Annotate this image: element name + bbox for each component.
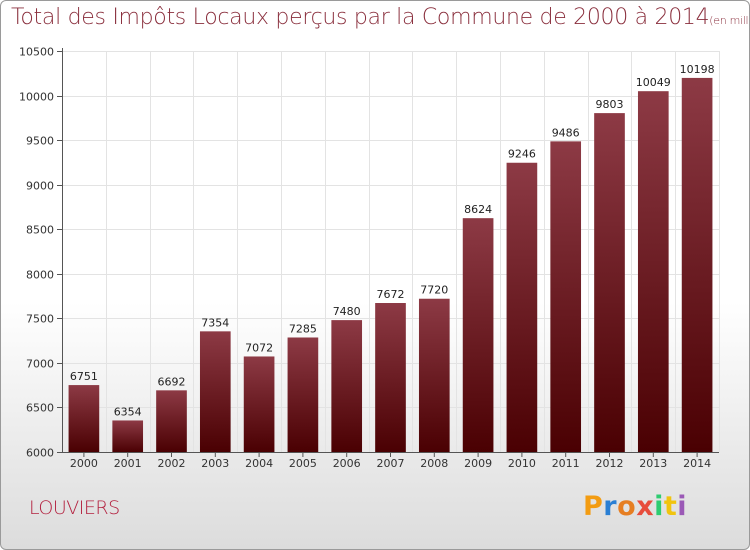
bar <box>156 390 187 452</box>
y-tick-label: 10000 <box>19 91 54 104</box>
y-tick-label: 9500 <box>26 135 54 148</box>
bar <box>287 337 319 452</box>
data-label: 6751 <box>70 370 98 383</box>
data-labels: 6751 6354 6692 7354 7072 7285 7480 7672 7720 8624… <box>70 63 715 419</box>
x-tick-label: 2002 <box>158 457 186 470</box>
city-name: LOUVIERS <box>29 497 120 519</box>
x-tick-label: 2006 <box>333 457 361 470</box>
data-label: 7720 <box>420 284 448 297</box>
x-tick-label: 2003 <box>201 457 229 470</box>
logo-letter: t <box>663 491 678 522</box>
bar <box>243 356 275 452</box>
chart-title: Total des Impôts Locaux perçus par la Co… <box>11 5 749 30</box>
bar <box>331 320 363 452</box>
y-tick-label: 6500 <box>26 402 54 415</box>
x-tick-label: 2010 <box>508 457 536 470</box>
y-tick-label: 8500 <box>26 224 54 237</box>
data-label: 10049 <box>636 76 671 89</box>
data-label: 7072 <box>245 341 273 354</box>
bar <box>199 331 231 452</box>
x-tick-label: 2004 <box>245 457 273 470</box>
data-label: 6692 <box>158 375 186 388</box>
data-label: 7672 <box>377 288 405 301</box>
bar <box>375 303 406 452</box>
y-tick-label: 9000 <box>26 180 54 193</box>
bar <box>550 141 582 452</box>
y-tick-label: 10500 <box>19 46 54 59</box>
x-tick-label: 2013 <box>639 457 667 470</box>
x-tick-label: 2005 <box>289 457 317 470</box>
data-label: 9486 <box>552 126 580 139</box>
bar <box>112 420 144 452</box>
data-label: 8624 <box>464 203 492 216</box>
data-label: 10198 <box>680 63 715 76</box>
y-tick-label: 8000 <box>26 269 54 282</box>
data-label: 7354 <box>201 316 229 329</box>
chart-subtitle: (en milliers d'€) <box>709 14 749 27</box>
bar <box>68 385 100 452</box>
x-tick-label: 2011 <box>552 457 580 470</box>
data-label: 9803 <box>596 98 624 111</box>
x-tick-label: 2012 <box>596 457 624 470</box>
bar <box>681 77 713 452</box>
y-tick-label: 7500 <box>26 313 54 326</box>
logo-letter: x <box>636 491 655 522</box>
chart-title-main: Total des Impôts Locaux perçus par la Co… <box>11 5 710 30</box>
axes: 6000 6500 7000 7500 8000 8500 9000 9500 10000 105… <box>19 46 719 470</box>
bar <box>506 162 538 452</box>
logo-letter: P <box>583 491 604 522</box>
x-tick-label: 2014 <box>683 457 711 470</box>
data-label: 7285 <box>289 322 317 335</box>
bar <box>594 113 625 452</box>
data-label: 9246 <box>508 148 536 161</box>
bar <box>418 298 450 452</box>
proxiti-logo: Proxiti <box>583 491 687 522</box>
bar <box>637 91 669 452</box>
logo-letter: o <box>617 491 637 522</box>
x-tick-label: 2001 <box>114 457 142 470</box>
logo-letter: i <box>654 491 664 522</box>
x-tick-label: 2008 <box>420 457 448 470</box>
data-label: 6354 <box>114 405 142 418</box>
x-tick-label: 2007 <box>377 457 405 470</box>
bars <box>68 77 713 452</box>
data-label: 7480 <box>333 305 361 318</box>
logo-letter: i <box>677 491 688 522</box>
bar <box>462 218 494 452</box>
y-tick-label: 6000 <box>26 447 54 460</box>
x-tick-label: 2009 <box>464 457 492 470</box>
x-tick-label: 2000 <box>70 457 98 470</box>
logo-letter: r <box>603 491 618 522</box>
y-tick-label: 7000 <box>26 358 54 371</box>
